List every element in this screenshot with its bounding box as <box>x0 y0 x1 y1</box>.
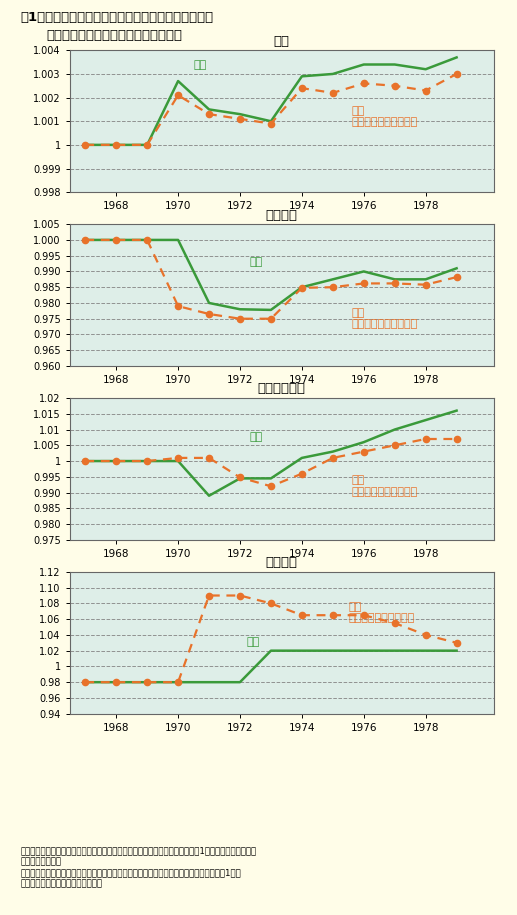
Text: （合併がない場合を基準とした比較）: （合併がない場合を基準とした比較） <box>47 29 183 42</box>
Title: 限界費用: 限界費用 <box>266 209 298 221</box>
Text: 合併
（競争回復措置なし）: 合併 （競争回復措置なし） <box>352 307 418 329</box>
Text: 図中の破線は、競争回復措置なしで合併した場合の各経済指標の値を、合併がない場合を1に基: 図中の破線は、競争回復措置なしで合併した場合の各経済指標の値を、合併がない場合を… <box>21 868 241 877</box>
Text: 合併
（競争回復措置なし）: 合併 （競争回復措置なし） <box>352 106 418 127</box>
Text: 合併
（競争回復措置なし）: 合併 （競争回復措置なし） <box>348 602 415 623</box>
Text: 合併: 合併 <box>249 257 263 266</box>
Text: 合併
（競争回復措置なし）: 合併 （競争回復措置なし） <box>352 475 418 497</box>
Title: 資本ストック: 資本ストック <box>258 382 306 395</box>
Text: したものである。: したものである。 <box>21 857 62 867</box>
Text: 注記：図中の実線は、合併がある場合の各経済指標の値を、合併がない場合を1に基準化してプロット: 注記：図中の実線は、合併がある場合の各経済指標の値を、合併がない場合を1に基準化… <box>21 846 257 856</box>
Text: 合併: 合併 <box>249 432 263 442</box>
Text: 準化してプロットしたものである。: 準化してプロットしたものである。 <box>21 879 103 888</box>
Title: 価格: 価格 <box>274 35 290 48</box>
Text: 合併: 合併 <box>193 60 207 70</box>
Text: 図1　合併と競争回復措置が産業に与えたインパクト: 図1 合併と競争回復措置が産業に与えたインパクト <box>21 11 214 24</box>
Title: 社会余剰: 社会余剰 <box>266 556 298 569</box>
Text: 合併: 合併 <box>246 637 260 647</box>
